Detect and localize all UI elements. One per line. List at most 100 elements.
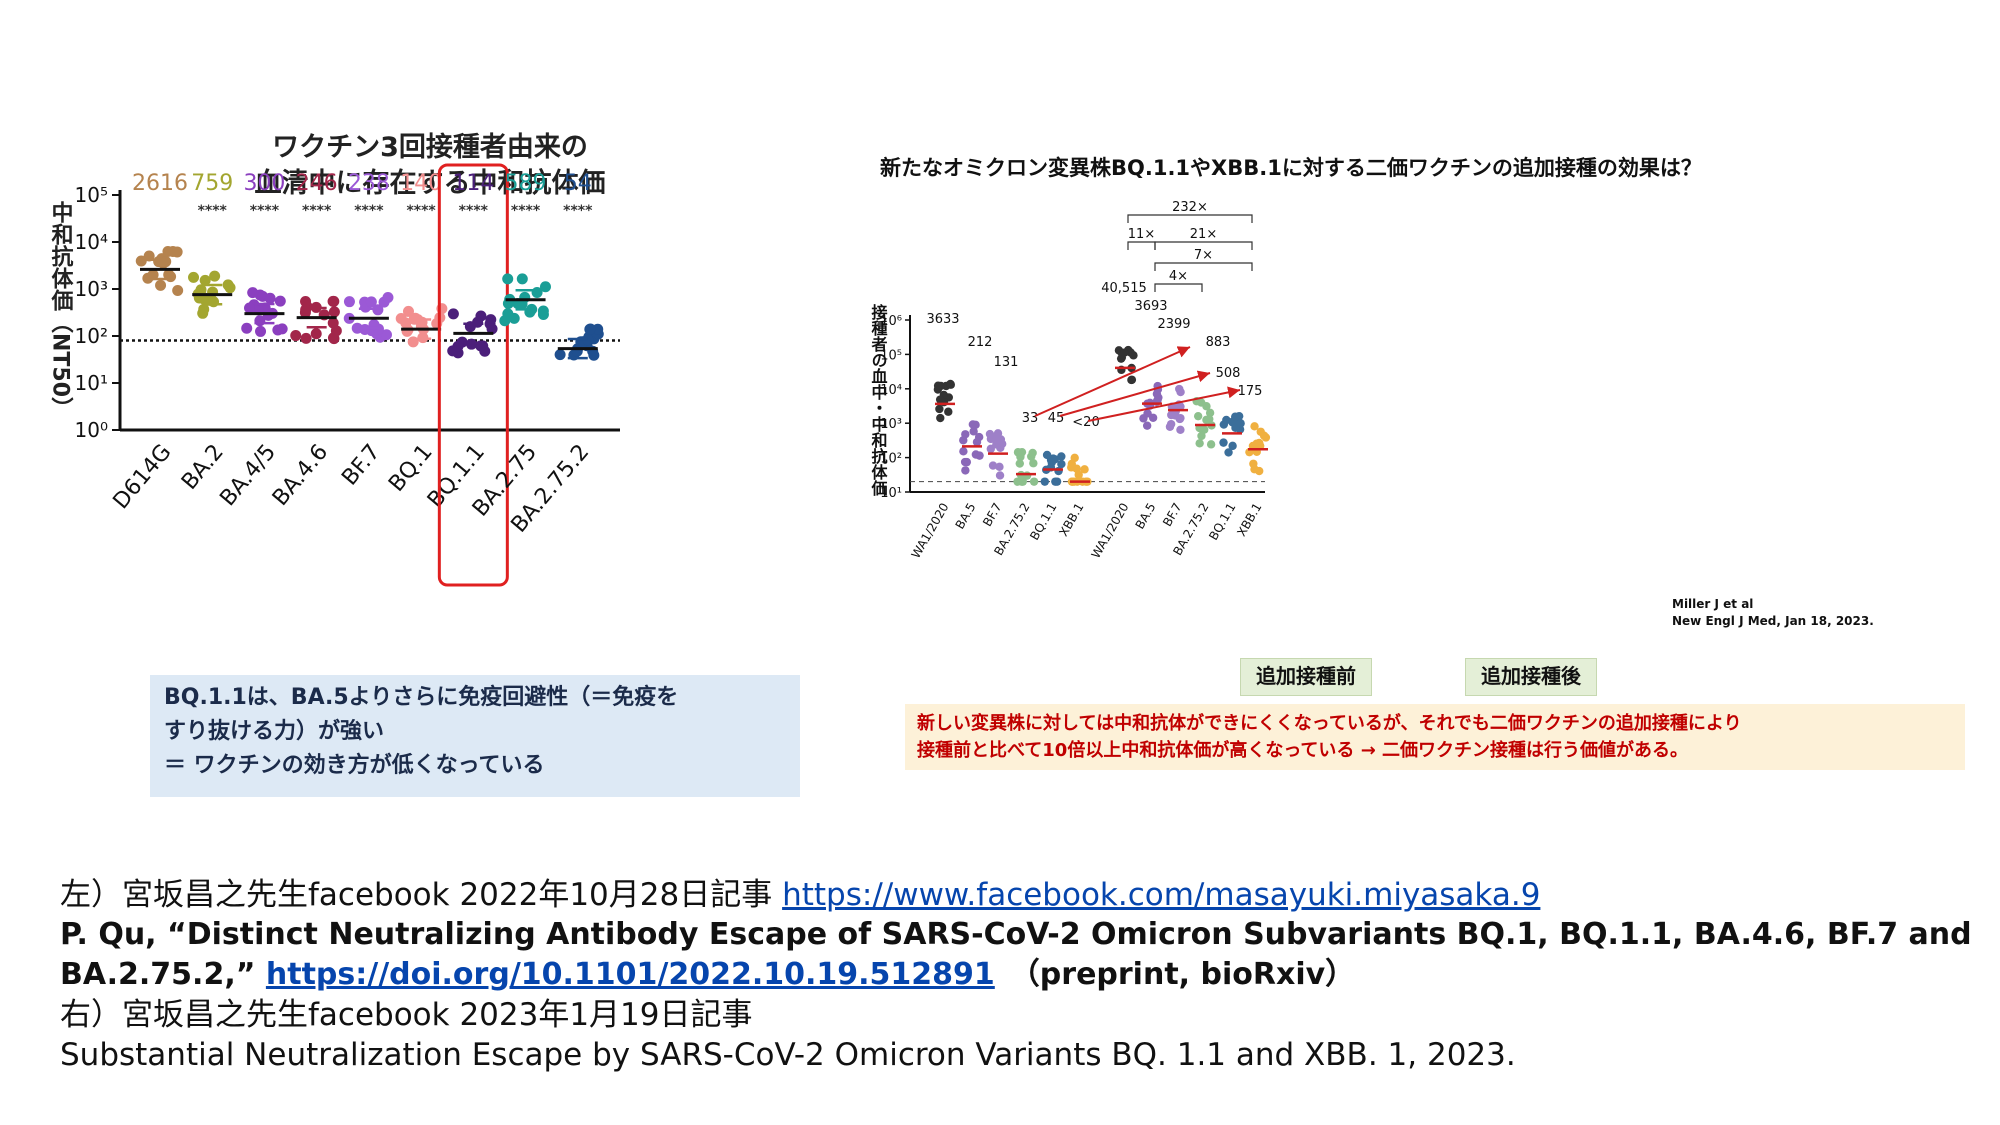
data-point: [486, 323, 498, 335]
fold-label: 4×: [1169, 269, 1188, 284]
reference-3-suffix: （preprint, bioRxiv）: [994, 957, 1356, 992]
data-point: [1018, 477, 1028, 486]
data-point: [155, 279, 167, 291]
data-point: [1236, 419, 1245, 428]
data-point: [199, 274, 211, 286]
data-point: [188, 271, 200, 283]
gmt-label: 300: [243, 171, 285, 196]
boost-arrow: [1087, 386, 1241, 422]
data-point: [969, 427, 978, 436]
x-tick-label: BA.5: [953, 501, 979, 532]
data-point: [409, 312, 421, 324]
data-point: [1052, 477, 1062, 486]
data-point: [1228, 441, 1237, 451]
highlight-box: [437, 163, 509, 587]
data-point: [935, 395, 945, 404]
data-point: [224, 282, 236, 294]
data-point: [971, 450, 981, 459]
citation-line-2: New Engl J Med, Jan 18, 2023.: [1672, 614, 1874, 628]
data-point: [262, 309, 274, 321]
left-chart-title: ワクチン3回接種者由来の 血清中に存在する中和抗体価: [254, 132, 606, 199]
data-point: [452, 340, 464, 352]
gmt-label: 883: [1206, 335, 1231, 350]
data-point: [944, 407, 953, 416]
facebook-link[interactable]: https://www.facebook.com/masayuki.miyasa…: [782, 877, 1541, 913]
significance-label: ****: [250, 203, 280, 219]
data-point: [380, 329, 392, 341]
data-point: [247, 287, 259, 299]
data-point: [1017, 447, 1027, 457]
data-point: [1219, 420, 1229, 429]
data-point: [147, 269, 159, 281]
gmt-label: 238: [348, 171, 390, 196]
data-point: [1042, 450, 1052, 460]
data-point: [1080, 465, 1089, 474]
gmt-label: 589: [505, 171, 547, 196]
reference-line-5: Substantial Neutralization Escape by SAR…: [60, 1037, 1516, 1073]
data-point: [946, 380, 955, 389]
data-point: [584, 323, 596, 335]
y-axis-label: 中和抗体価（NT50）: [48, 201, 75, 419]
data-point: [163, 269, 175, 281]
significance-label: ****: [459, 203, 489, 219]
significance-label: ****: [563, 203, 593, 219]
data-point: [995, 471, 1005, 480]
significance-label: ****: [354, 203, 384, 219]
x-tick-label: BA.5: [1133, 501, 1159, 532]
data-point: [1205, 408, 1215, 418]
data-point: [172, 285, 184, 297]
data-point: [466, 338, 478, 350]
data-point: [1205, 414, 1214, 424]
right-chart-title: 新たなオミクロン変異株BQ.1.1やXBB.1に対する二価ワクチンの追加接種の効…: [880, 156, 1702, 180]
data-point: [300, 295, 312, 307]
x-tick-label: BF.7: [980, 501, 1004, 529]
data-point: [1176, 425, 1185, 435]
left-chart-note: BQ.1.1は、BA.5よりさらに免疫回避性（＝免疫を すり抜ける力）が強い ＝…: [150, 675, 800, 797]
x-tick-label: XBB.1: [1234, 501, 1264, 539]
reference-3-text: BA.2.75.2,”: [60, 957, 266, 992]
data-point: [328, 306, 340, 318]
gmt-label: 2399: [1157, 317, 1190, 332]
data-point: [539, 281, 551, 293]
y-tick-label: 10²: [75, 324, 108, 348]
data-point: [588, 349, 600, 361]
gmt-label: 40,515: [1101, 281, 1147, 296]
data-point: [1057, 452, 1066, 461]
data-point: [241, 322, 253, 334]
left-note-line-1: BQ.1.1は、BA.5よりさらに免疫回避性（＝免疫を: [164, 685, 679, 710]
left-note-line-2: すり抜ける力）が強い: [164, 719, 385, 744]
data-point: [1176, 387, 1185, 397]
y-tick-label: 10³: [880, 417, 902, 432]
y-tick-label: 10⁰: [75, 418, 108, 442]
fold-bracket: [1154, 241, 1253, 250]
y-tick-label: 10¹: [75, 371, 108, 395]
data-point: [1259, 431, 1269, 440]
data-point: [1028, 448, 1037, 458]
data-point: [1015, 459, 1024, 468]
fold-label: 11×: [1128, 227, 1155, 242]
fold-label: 7×: [1194, 248, 1213, 263]
doi-link[interactable]: https://doi.org/10.1101/2022.10.19.51289…: [265, 957, 995, 992]
data-point: [936, 413, 945, 423]
data-point: [972, 437, 982, 447]
right-chart-citation: Miller J et al New Engl J Med, Jan 18, 2…: [1672, 596, 1874, 630]
y-tick-label: 10⁵: [880, 348, 902, 363]
reference-line-3: BA.2.75.2,” https://doi.org/10.1101/2022…: [60, 955, 1960, 995]
data-point: [933, 381, 943, 390]
data-point: [988, 461, 998, 470]
gmt-label: 508: [1216, 366, 1241, 381]
data-point: [959, 447, 968, 456]
x-tick-label: XBB.1: [1056, 501, 1086, 539]
data-point: [995, 462, 1004, 472]
boost-arrow: [1034, 346, 1191, 417]
data-point: [135, 255, 147, 267]
gmt-label: 246: [296, 171, 338, 196]
gmt-label: 212: [968, 335, 993, 350]
gmt-label: 759: [191, 171, 233, 196]
gmt-label: 3693: [1134, 299, 1167, 314]
right-chart-panel: 新たなオミクロン変異株BQ.1.1やXBB.1に対する二価ワクチンの追加接種の効…: [860, 140, 1980, 780]
data-point: [1195, 439, 1204, 448]
gmt-label: 131: [994, 355, 1019, 370]
significance-label: ****: [406, 203, 436, 219]
